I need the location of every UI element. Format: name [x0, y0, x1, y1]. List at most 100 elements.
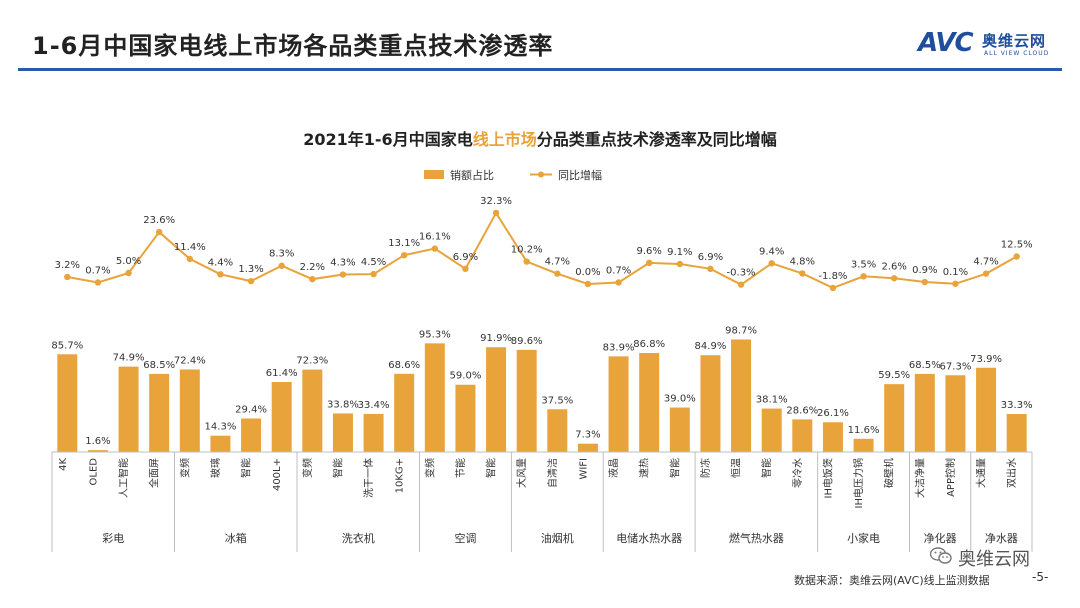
group-label: 彩电 [102, 532, 124, 545]
bar-value-label: 7.3% [575, 430, 600, 441]
growth-point [952, 280, 959, 287]
bar [853, 438, 874, 452]
growth-point [1013, 253, 1020, 260]
bar [57, 354, 78, 452]
bar-value-label: 61.4% [266, 368, 298, 379]
category-tick-label: APP控制 [944, 458, 957, 497]
bar-value-label: 29.4% [235, 404, 267, 415]
category-tick-label: 全面屏 [148, 458, 161, 488]
bar-value-label: 91.9% [480, 333, 512, 344]
bar [731, 339, 752, 452]
bar-value-label: 83.9% [603, 342, 635, 353]
bar-value-label: 95.3% [419, 329, 451, 340]
logo-chinese-name: 奥维云网 [982, 32, 1047, 50]
growth-value-label: 9.1% [667, 247, 692, 258]
category-tick-label: 4K [58, 458, 69, 471]
legend-bar-label: 销额占比 [450, 168, 494, 182]
bar-value-label: 1.6% [85, 436, 110, 447]
category-tick-label: 零冷水 [791, 458, 804, 488]
growth-point [645, 259, 653, 267]
legend-line-marker [538, 171, 544, 178]
growth-point [707, 265, 714, 273]
growth-value-label: 0.0% [575, 267, 600, 278]
bar-value-label: 39.0% [664, 394, 696, 405]
growth-point [676, 260, 684, 268]
growth-point [64, 273, 71, 281]
growth-value-label: -1.8% [818, 271, 847, 282]
growth-point [584, 280, 592, 288]
bar [516, 349, 537, 452]
category-tick-label: 智能 [485, 458, 498, 478]
growth-point [431, 245, 439, 252]
bar-value-label: 38.1% [756, 395, 788, 406]
group-label: 油烟机 [541, 531, 574, 545]
growth-value-label: 0.7% [606, 265, 631, 276]
wechat-icon [930, 547, 952, 564]
bar [577, 443, 598, 452]
category-tick-label: 双出水 [1005, 458, 1018, 488]
growth-value-label: 16.1% [419, 232, 451, 243]
growth-value-label: 6.9% [453, 252, 478, 263]
growth-point [982, 270, 990, 277]
bar-value-label: 33.4% [358, 400, 390, 411]
growth-value-label: 4.3% [330, 258, 355, 269]
avc-logo: AVC 奥维云网 ALL VIEW CLOUD [918, 28, 1068, 64]
growth-value-label: 23.6% [143, 215, 175, 226]
group-label: 净化器 [924, 531, 957, 545]
bar-value-label: 67.3% [940, 361, 972, 372]
growth-point [339, 271, 347, 278]
category-tick-label: 速热 [638, 458, 651, 478]
growth-value-label: 10.2% [511, 245, 543, 256]
growth-value-label: 4.7% [973, 257, 998, 268]
bar [87, 450, 108, 452]
growth-value-label: 13.1% [388, 238, 420, 249]
group-label: 小家电 [847, 531, 880, 545]
growth-value-label: 3.5% [851, 259, 876, 270]
growth-value-label: 6.9% [698, 252, 723, 263]
growth-point [737, 281, 745, 288]
group-label: 空调 [454, 531, 476, 545]
bar-value-label: 74.9% [113, 353, 145, 364]
growth-point [370, 270, 377, 278]
legend-line-label: 同比增幅 [558, 168, 602, 182]
growth-point [155, 228, 163, 236]
bar-value-label: 68.5% [909, 360, 941, 371]
growth-value-label: 5.0% [116, 256, 141, 267]
growth-point [309, 275, 316, 283]
bar-value-label: 68.5% [143, 360, 175, 371]
category-tick-label: OLED [88, 458, 99, 486]
category-tick-label: 大通量 [975, 458, 988, 488]
logo-english-name: ALL VIEW CLOUD [984, 50, 1050, 57]
bar [210, 435, 231, 452]
bar [669, 407, 690, 452]
bar [639, 353, 660, 452]
bar [424, 343, 445, 452]
bar [976, 367, 997, 452]
growth-value-label: 3.2% [55, 260, 80, 271]
bar [302, 369, 323, 452]
category-tick-label: 大风量 [515, 458, 528, 488]
category-tick-label: 自清洁 [546, 458, 559, 488]
category-tick-label: 大洁净量 [913, 458, 926, 498]
growth-point [860, 273, 867, 280]
bar [149, 373, 170, 452]
bar [1006, 414, 1027, 452]
bar [945, 375, 966, 452]
bar-value-label: 28.6% [786, 405, 818, 416]
growth-value-label: 0.1% [943, 267, 968, 278]
growth-point [921, 278, 929, 286]
bar-value-label: 59.0% [450, 371, 482, 382]
legend-bar-swatch [424, 170, 444, 179]
category-tick-label: 智能 [760, 458, 773, 478]
slide-header: 1-6月中国家电线上市场各品类重点技术渗透率 AVC 奥维云网 ALL VIEW… [0, 0, 1080, 71]
category-tick-label: 400L+ [272, 458, 283, 491]
bar-value-label: 89.6% [511, 336, 543, 347]
growth-value-label: 4.7% [545, 257, 570, 268]
bar [179, 369, 200, 452]
growth-point [829, 284, 837, 292]
bar-value-label: 72.3% [296, 356, 328, 367]
category-tick-label: 10KG+ [395, 458, 406, 493]
chart-title-part: 线上市场 [473, 130, 537, 149]
bar [547, 409, 568, 452]
growth-point [94, 279, 102, 286]
